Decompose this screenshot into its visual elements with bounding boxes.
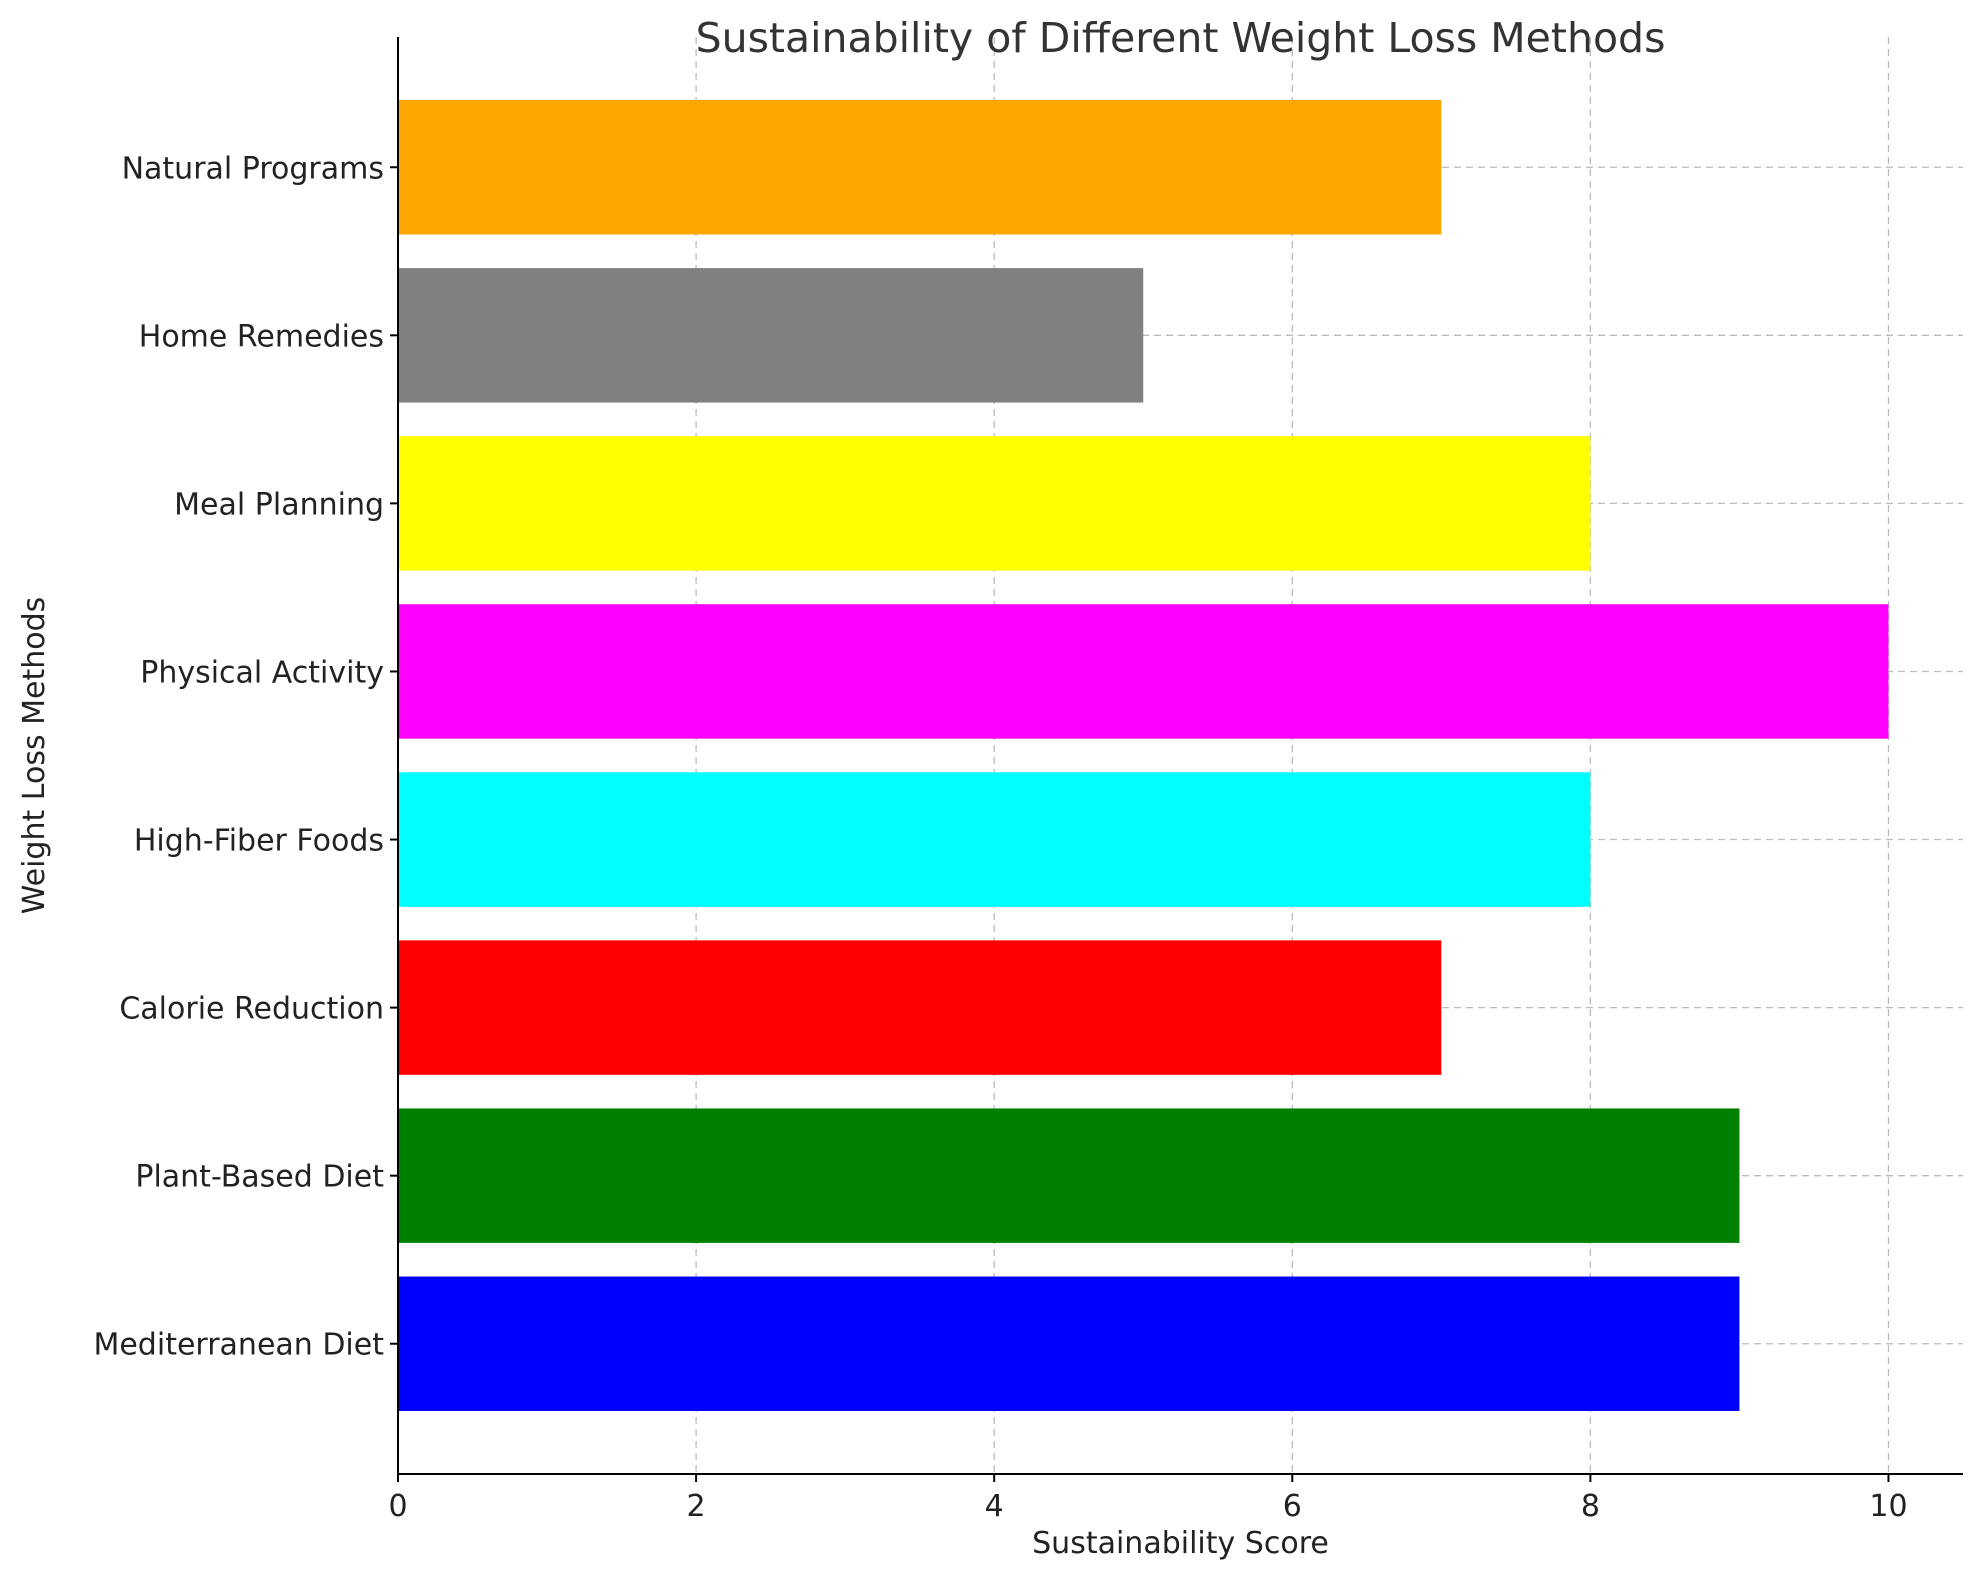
- x-axis-label: Sustainability Score: [1032, 1526, 1329, 1561]
- y-tick-labels: Mediterranean Diet Plant-Based Diet Calori…: [93, 151, 398, 1363]
- y-tick-label: Natural Programs: [122, 151, 384, 186]
- x-tick-labels: 0 2 4 6 8 10: [388, 1474, 1908, 1524]
- y-tick-label: Home Remedies: [139, 319, 384, 354]
- bar: [398, 604, 1889, 739]
- bar: [398, 772, 1591, 907]
- bar: [398, 1108, 1740, 1243]
- x-tick-label: 2: [687, 1489, 706, 1524]
- x-tick-label: 8: [1581, 1489, 1600, 1524]
- y-axis-label: Weight Loss Methods: [17, 597, 52, 915]
- chart-title: Sustainability of Different Weight Loss …: [696, 14, 1666, 62]
- y-tick-label: Mediterranean Diet: [93, 1328, 384, 1363]
- y-tick-label: Plant-Based Diet: [135, 1160, 384, 1195]
- bar: [398, 940, 1442, 1075]
- x-tick-label: 6: [1283, 1489, 1302, 1524]
- bar: [398, 268, 1144, 403]
- y-tick-label: Calorie Reduction: [119, 992, 384, 1027]
- y-tick-label: Physical Activity: [140, 655, 384, 690]
- x-tick-label: 10: [1869, 1489, 1907, 1524]
- bars: [398, 100, 1889, 1411]
- x-tick-label: 4: [985, 1489, 1004, 1524]
- y-tick-label: High-Fiber Foods: [134, 824, 384, 859]
- bar: [398, 1276, 1740, 1411]
- bar: [398, 436, 1591, 571]
- axes: [397, 37, 1963, 1475]
- x-tick-label: 0: [388, 1489, 407, 1524]
- y-tick-label: Meal Planning: [174, 487, 384, 522]
- bar: [398, 100, 1442, 235]
- grid-lines: [397, 37, 1963, 1474]
